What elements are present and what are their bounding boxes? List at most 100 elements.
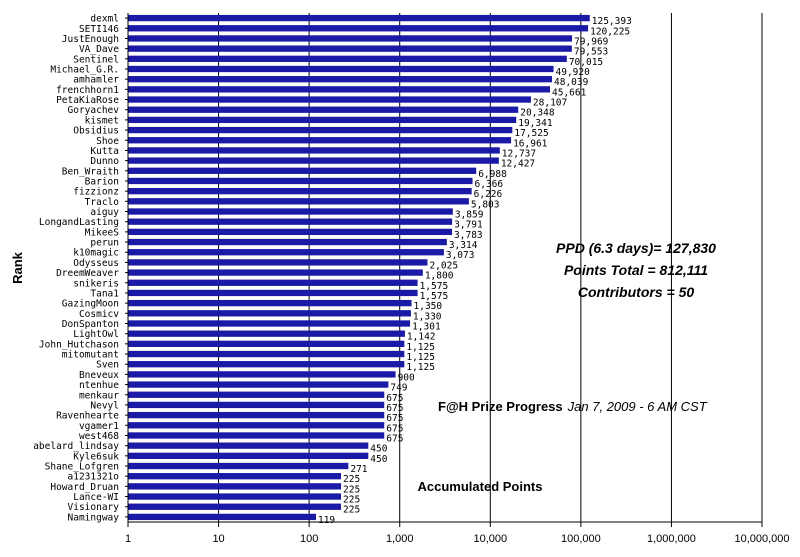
category-label: Visionary bbox=[68, 502, 120, 513]
bar bbox=[128, 310, 411, 317]
category-label: frenchhorn1 bbox=[56, 85, 119, 96]
series-caption: Accumulated Points bbox=[418, 479, 543, 494]
points-total-annotation: Points Total = 812,111 bbox=[564, 262, 708, 278]
data-label: 1,800 bbox=[425, 271, 454, 282]
category-label: Dunno bbox=[90, 156, 119, 167]
bar bbox=[128, 279, 418, 286]
bar bbox=[128, 25, 589, 32]
data-label: 450 bbox=[370, 444, 387, 455]
bar bbox=[128, 462, 349, 470]
data-label: 1,125 bbox=[406, 362, 435, 373]
bar bbox=[128, 86, 551, 93]
bar bbox=[128, 45, 572, 52]
data-label: 70,015 bbox=[569, 57, 603, 68]
data-label: 3,073 bbox=[446, 250, 475, 261]
bar bbox=[128, 167, 477, 174]
bar bbox=[128, 361, 405, 368]
category-label: aiguy bbox=[90, 207, 119, 218]
category-label: Goryachev bbox=[68, 105, 120, 116]
ppd-annotation: PPD (6.3 days)= 127,830 bbox=[556, 240, 716, 256]
category-label: Sven bbox=[96, 360, 119, 371]
data-label: 675 bbox=[386, 413, 403, 424]
data-label: 3,314 bbox=[449, 240, 478, 251]
category-label: LightOwl bbox=[73, 329, 119, 340]
bar bbox=[128, 249, 444, 256]
bar bbox=[128, 269, 423, 276]
bar bbox=[128, 289, 418, 297]
category-label: fizzionz bbox=[73, 187, 119, 198]
category-label: menkaur bbox=[79, 390, 119, 401]
category-label: Namingway bbox=[68, 512, 120, 523]
bar bbox=[128, 299, 412, 307]
data-label: 28,107 bbox=[533, 98, 567, 109]
category-label: Odysseus bbox=[73, 258, 119, 269]
data-label: 1,301 bbox=[412, 321, 441, 332]
data-label: 1,330 bbox=[413, 311, 442, 322]
x-tick-label: 1,000,000 bbox=[647, 533, 696, 545]
data-labels: 125,393120,22579,96979,55370,01549,92048… bbox=[318, 16, 632, 526]
data-label: 48,039 bbox=[554, 77, 589, 88]
category-label: Kyle6suk bbox=[73, 451, 119, 462]
bar bbox=[128, 422, 385, 429]
data-label: 3,791 bbox=[454, 220, 483, 231]
x-tick-label: 1,000 bbox=[386, 533, 414, 545]
category-label: ntenhue bbox=[79, 380, 119, 391]
bar bbox=[128, 259, 428, 266]
bar bbox=[128, 350, 405, 358]
data-label: 20,348 bbox=[520, 108, 555, 119]
bar bbox=[128, 116, 517, 124]
category-label: Bneveux bbox=[79, 370, 119, 381]
category-label: Cosmicv bbox=[79, 309, 119, 320]
x-tick-label: 10,000 bbox=[473, 533, 507, 545]
data-label: 2,025 bbox=[429, 260, 458, 271]
bars bbox=[128, 14, 590, 521]
bar bbox=[128, 76, 553, 83]
category-label: SETI146 bbox=[79, 24, 119, 35]
data-label: 17,525 bbox=[514, 128, 548, 139]
data-label: 749 bbox=[390, 383, 407, 394]
data-label: 225 bbox=[343, 484, 360, 495]
bar bbox=[128, 65, 554, 73]
category-label: VA_Dave bbox=[79, 44, 119, 55]
data-label: 675 bbox=[386, 423, 403, 434]
category-label: west468 bbox=[79, 431, 119, 442]
category-label: perun bbox=[90, 238, 119, 249]
category-label: vgamer1 bbox=[79, 421, 119, 432]
category-label: a1231321o bbox=[68, 472, 120, 483]
data-label: 3,783 bbox=[454, 230, 483, 241]
data-label: 49,920 bbox=[556, 67, 591, 78]
category-label: Tana1 bbox=[90, 288, 119, 299]
data-label: 225 bbox=[343, 474, 360, 485]
data-label: 1,125 bbox=[406, 342, 435, 353]
bar bbox=[128, 35, 573, 42]
bar bbox=[128, 106, 519, 113]
bar bbox=[128, 401, 385, 409]
data-label: 119 bbox=[318, 515, 335, 526]
bar bbox=[128, 493, 342, 500]
bar bbox=[128, 391, 385, 398]
category-label: Shoe bbox=[96, 136, 119, 147]
category-label: DreemWeaver bbox=[56, 268, 119, 279]
data-label: 225 bbox=[343, 495, 360, 506]
data-label: 79,553 bbox=[574, 47, 608, 58]
category-label: snikeris bbox=[73, 278, 119, 289]
category-label: Traclo bbox=[85, 197, 120, 208]
y-axis-title: Rank bbox=[10, 251, 25, 284]
bar bbox=[128, 452, 369, 459]
data-label: 1,125 bbox=[406, 352, 435, 363]
data-label: 675 bbox=[386, 433, 403, 444]
category-label: JustEnough bbox=[62, 34, 119, 45]
category-label: Kutta bbox=[90, 146, 119, 157]
x-tick-label: 1 bbox=[125, 533, 131, 545]
data-label: 5,803 bbox=[471, 199, 500, 210]
bar bbox=[128, 96, 531, 103]
category-label: Ben_Wraith bbox=[62, 166, 119, 177]
data-label: 6,988 bbox=[478, 169, 507, 180]
chart-title-group: F@H Prize Progress Jan 7, 2009 - 6 AM CST bbox=[438, 399, 708, 414]
category-label: dexml bbox=[90, 14, 119, 25]
bar bbox=[128, 208, 453, 215]
category-label: k10magic bbox=[73, 248, 119, 259]
category-label: Shane_Lofgren bbox=[45, 462, 119, 473]
bar bbox=[128, 187, 472, 195]
bar bbox=[128, 157, 499, 164]
